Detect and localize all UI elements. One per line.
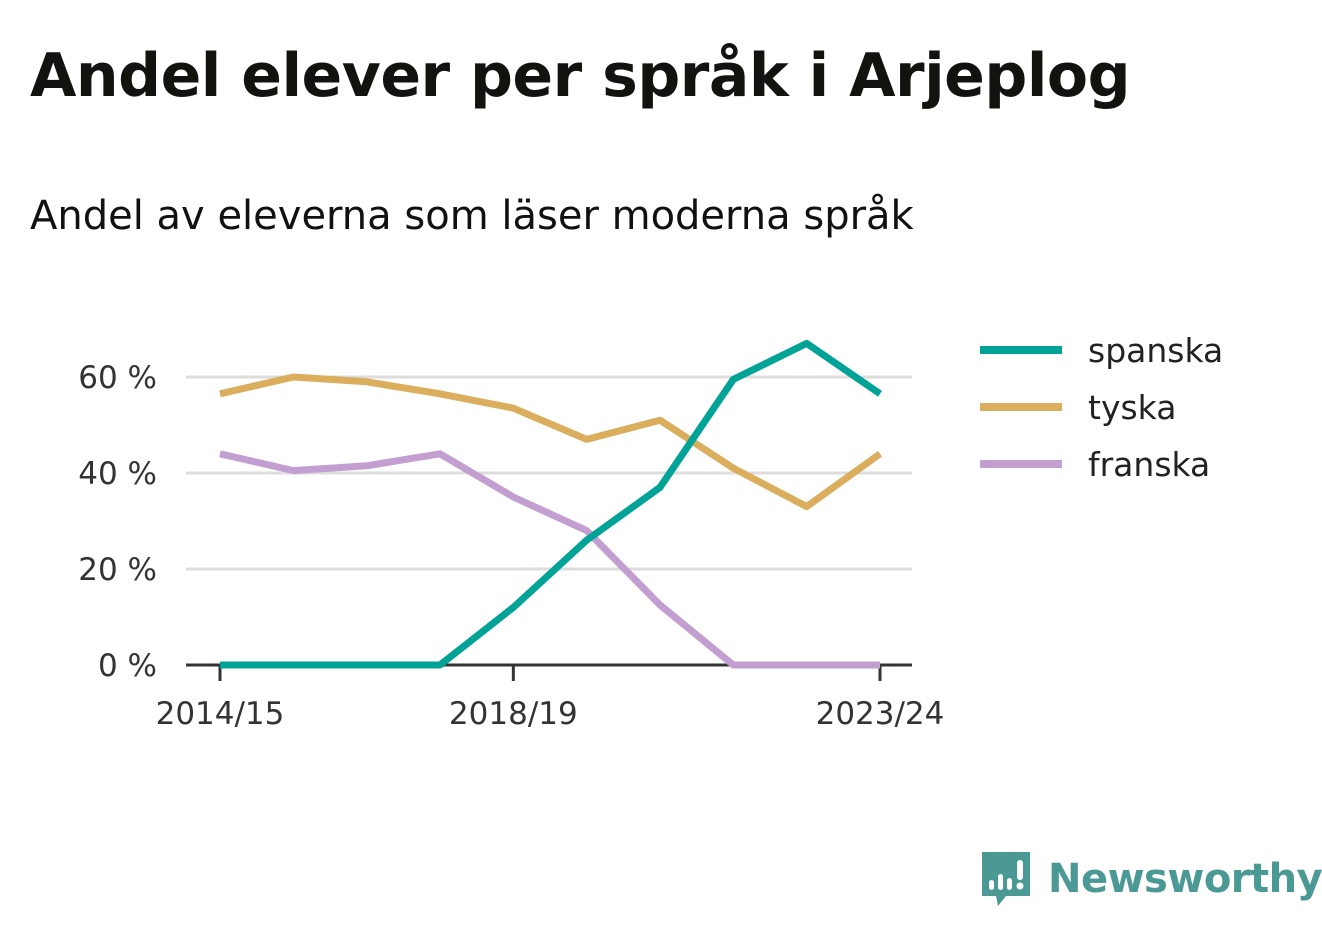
x-tick-label: 2018/19 [449, 696, 578, 732]
legend: spanska tyska franska [980, 331, 1223, 484]
brand-name: Newsworthy [1048, 856, 1322, 902]
y-tick-label: 40 % [78, 456, 157, 492]
line-chart: 0 % 20 % 40 % 60 % 2014/15 2018/19 2023/24 sp… [78, 331, 1223, 732]
y-tick-label: 0 % [98, 648, 157, 684]
legend-label-franska: franska [1088, 445, 1210, 484]
x-tick-labels: 2014/15 2018/19 2023/24 [156, 696, 945, 732]
series-lines [219, 339, 883, 669]
y-tick-label: 60 % [78, 360, 157, 396]
x-tick-label: 2023/24 [816, 696, 945, 732]
legend-label-spanska: spanska [1088, 331, 1223, 370]
y-tick-label: 20 % [78, 552, 157, 588]
y-tick-labels: 0 % 20 % 40 % 60 % [78, 360, 157, 684]
newsworthy-logo-icon [982, 852, 1030, 906]
legend-label-tyska: tyska [1088, 388, 1176, 427]
series-line-tyska [219, 373, 883, 511]
x-tick-label: 2014/15 [156, 696, 285, 732]
chart-subtitle: Andel av eleverna som läser moderna språ… [30, 193, 914, 239]
series-line-franska [219, 450, 880, 669]
series-line-spanska [220, 339, 882, 669]
brand-logo: Newsworthy [980, 848, 1322, 910]
chart-title: Andel elever per språk i Arjeplog [30, 41, 1131, 111]
